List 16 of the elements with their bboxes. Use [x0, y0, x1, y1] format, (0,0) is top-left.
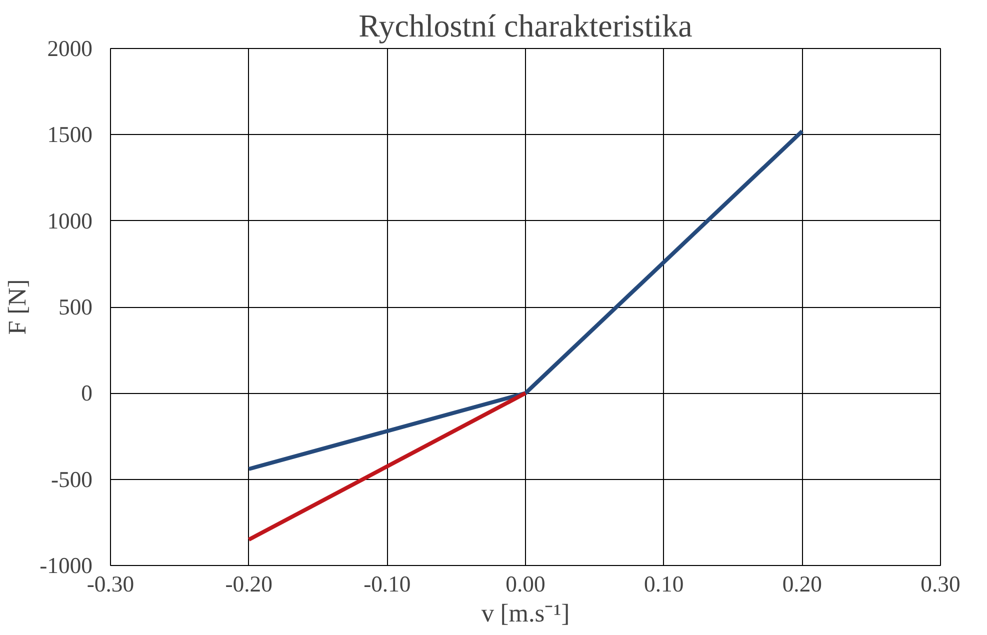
- x-tick-label: 0.20: [782, 572, 822, 596]
- y-tick-label: 0: [81, 380, 92, 406]
- x-tick-label: -0.20: [225, 572, 272, 596]
- x-tick-label: 0.10: [644, 572, 684, 596]
- x-tick-label: -0.10: [364, 572, 411, 596]
- x-tick-label: 0.30: [920, 572, 960, 596]
- x-axis-title: v [m.s⁻¹]: [481, 600, 570, 628]
- y-tick-label: -500: [50, 466, 92, 492]
- y-tick-label: 1500: [47, 122, 92, 148]
- y-tick-label: -1000: [40, 553, 92, 578]
- y-axis-title: F [N]: [4, 279, 32, 335]
- x-tick-label: 0.00: [506, 572, 546, 596]
- y-tick-label: 500: [58, 294, 92, 320]
- y-tick-label: 2000: [47, 36, 92, 61]
- y-tick-label: 1000: [47, 208, 92, 234]
- chart-title: Rychlostní charakteristika: [358, 8, 692, 44]
